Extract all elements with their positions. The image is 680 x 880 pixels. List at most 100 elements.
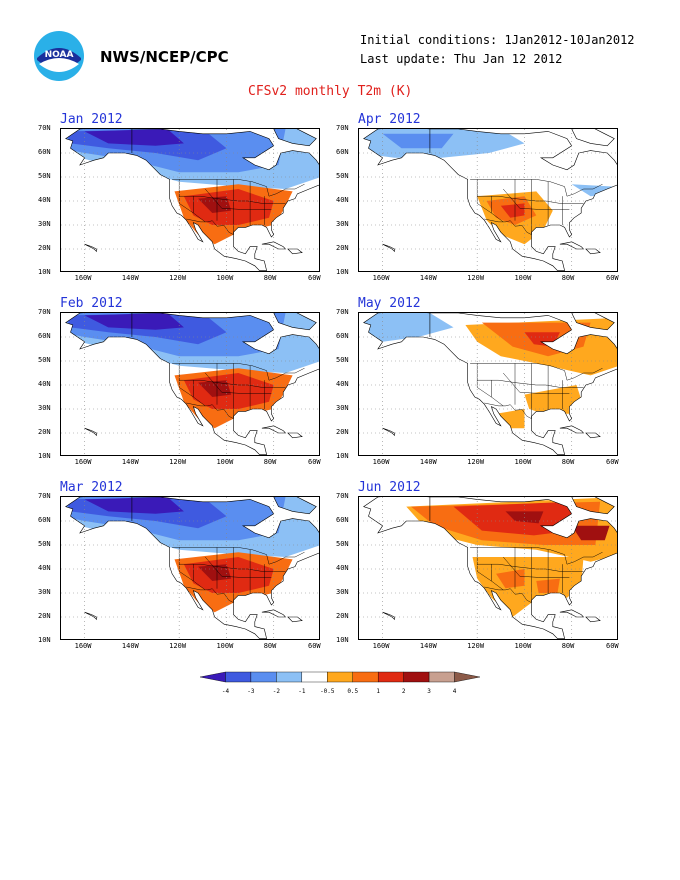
lon-label: 120W	[467, 274, 485, 282]
lon-label: 120W	[169, 274, 187, 282]
lon-label: 120W	[169, 458, 187, 466]
lon-label: 140W	[121, 642, 139, 650]
lat-label: 50N	[38, 172, 51, 180]
lat-label: 20N	[336, 244, 349, 252]
border-line	[179, 379, 286, 388]
border-line	[178, 363, 194, 398]
panel-title-jun-2012: Jun 2012	[358, 480, 421, 495]
lon-label: 140W	[121, 458, 139, 466]
border-line	[179, 563, 286, 572]
lat-label: 30N	[38, 588, 51, 596]
coastline	[571, 129, 615, 147]
lat-label: 10N	[38, 636, 51, 644]
lat-label: 20N	[38, 428, 51, 436]
lon-label: 100W	[216, 458, 234, 466]
lat-label: 30N	[336, 220, 349, 228]
lat-label: 10N	[38, 268, 51, 276]
lat-label: 40N	[38, 564, 51, 572]
lat-label: 20N	[38, 244, 51, 252]
border-line	[172, 363, 305, 381]
coastline	[591, 129, 618, 153]
lat-label: 30N	[336, 404, 349, 412]
lat-label: 40N	[336, 380, 349, 388]
lat-label: 10N	[336, 636, 349, 644]
initial-conditions: Initial conditions: 1Jan2012-10Jan2012	[360, 33, 635, 47]
lat-label: 60N	[336, 148, 349, 156]
colorbar-tick-label: 1	[376, 688, 380, 695]
border-line	[205, 372, 272, 394]
border-line	[186, 586, 234, 603]
map-panel-jan-2012	[60, 128, 320, 272]
lon-label: 160W	[372, 274, 390, 282]
lon-label: 80W	[263, 642, 277, 650]
lat-label: 50N	[336, 356, 349, 364]
lon-label: 160W	[74, 642, 92, 650]
lon-label: 60W	[606, 274, 619, 282]
lat-label: 70N	[336, 492, 349, 500]
colorbar-swatch	[250, 671, 277, 683]
border-line	[205, 188, 272, 210]
lon-label: 120W	[169, 642, 187, 650]
lon-label: 160W	[74, 274, 92, 282]
lat-label: 70N	[336, 308, 349, 316]
map-panel-feb-2012	[60, 312, 320, 456]
border-line	[470, 363, 603, 381]
coastline	[65, 497, 319, 639]
colorbar-swatch	[276, 671, 303, 683]
lat-label: 40N	[336, 196, 349, 204]
coastline	[273, 129, 317, 147]
border-line	[484, 586, 532, 603]
coastline	[65, 313, 319, 455]
coastline	[363, 129, 617, 271]
coastline	[571, 497, 615, 515]
anomaly-region	[571, 525, 610, 541]
colorbar-swatch	[403, 671, 430, 683]
panel-title-jan-2012: Jan 2012	[60, 112, 123, 127]
lon-label: 60W	[606, 642, 619, 650]
lon-label: 140W	[419, 274, 437, 282]
border-line	[484, 402, 532, 419]
panel-title-feb-2012: Feb 2012	[60, 296, 123, 311]
border-line	[491, 380, 504, 407]
coastline	[585, 616, 601, 623]
lon-label: 120W	[467, 642, 485, 650]
border-line	[476, 363, 492, 398]
coastline	[287, 616, 303, 623]
coastline	[273, 313, 317, 331]
border-line	[186, 218, 234, 235]
lat-label: 50N	[38, 540, 51, 548]
map-may-2012	[359, 313, 617, 455]
coastline	[585, 432, 601, 439]
lat-label: 50N	[336, 540, 349, 548]
colorbar-swatch	[301, 671, 328, 683]
lon-label: 120W	[467, 458, 485, 466]
lon-label: 80W	[561, 458, 575, 466]
coastline	[585, 248, 601, 255]
map-jun-2012	[359, 497, 617, 639]
colorbar-tick-label: -1	[298, 688, 306, 695]
border-line	[503, 556, 570, 578]
border-line	[477, 195, 584, 204]
logo-text: NOAA	[45, 50, 74, 60]
lat-label: 30N	[336, 588, 349, 596]
map-panel-may-2012	[358, 312, 618, 456]
border-line	[179, 195, 286, 204]
lat-label: 60N	[38, 516, 51, 524]
anomaly-region	[84, 497, 184, 514]
lon-label: 100W	[216, 274, 234, 282]
lon-label: 140W	[419, 458, 437, 466]
anomaly-region	[198, 380, 232, 397]
colorbar-swatch	[199, 671, 226, 683]
lat-label: 30N	[38, 404, 51, 412]
colorbar-labels: -4 -3 -2 -1 -0.5 0.5 1 2 3 4	[200, 688, 480, 698]
last-update: Last update: Thu Jan 12 2012	[360, 52, 563, 66]
border-line	[178, 547, 194, 582]
panel-title-mar-2012: Mar 2012	[60, 480, 123, 495]
colorbar-tick-label: -3	[247, 688, 255, 695]
map-panel-mar-2012	[60, 496, 320, 640]
lat-label: 20N	[38, 612, 51, 620]
coastline	[382, 243, 395, 253]
lon-label: 160W	[372, 458, 390, 466]
colorbar-swatch	[454, 671, 481, 683]
lon-label: 100W	[514, 642, 532, 650]
